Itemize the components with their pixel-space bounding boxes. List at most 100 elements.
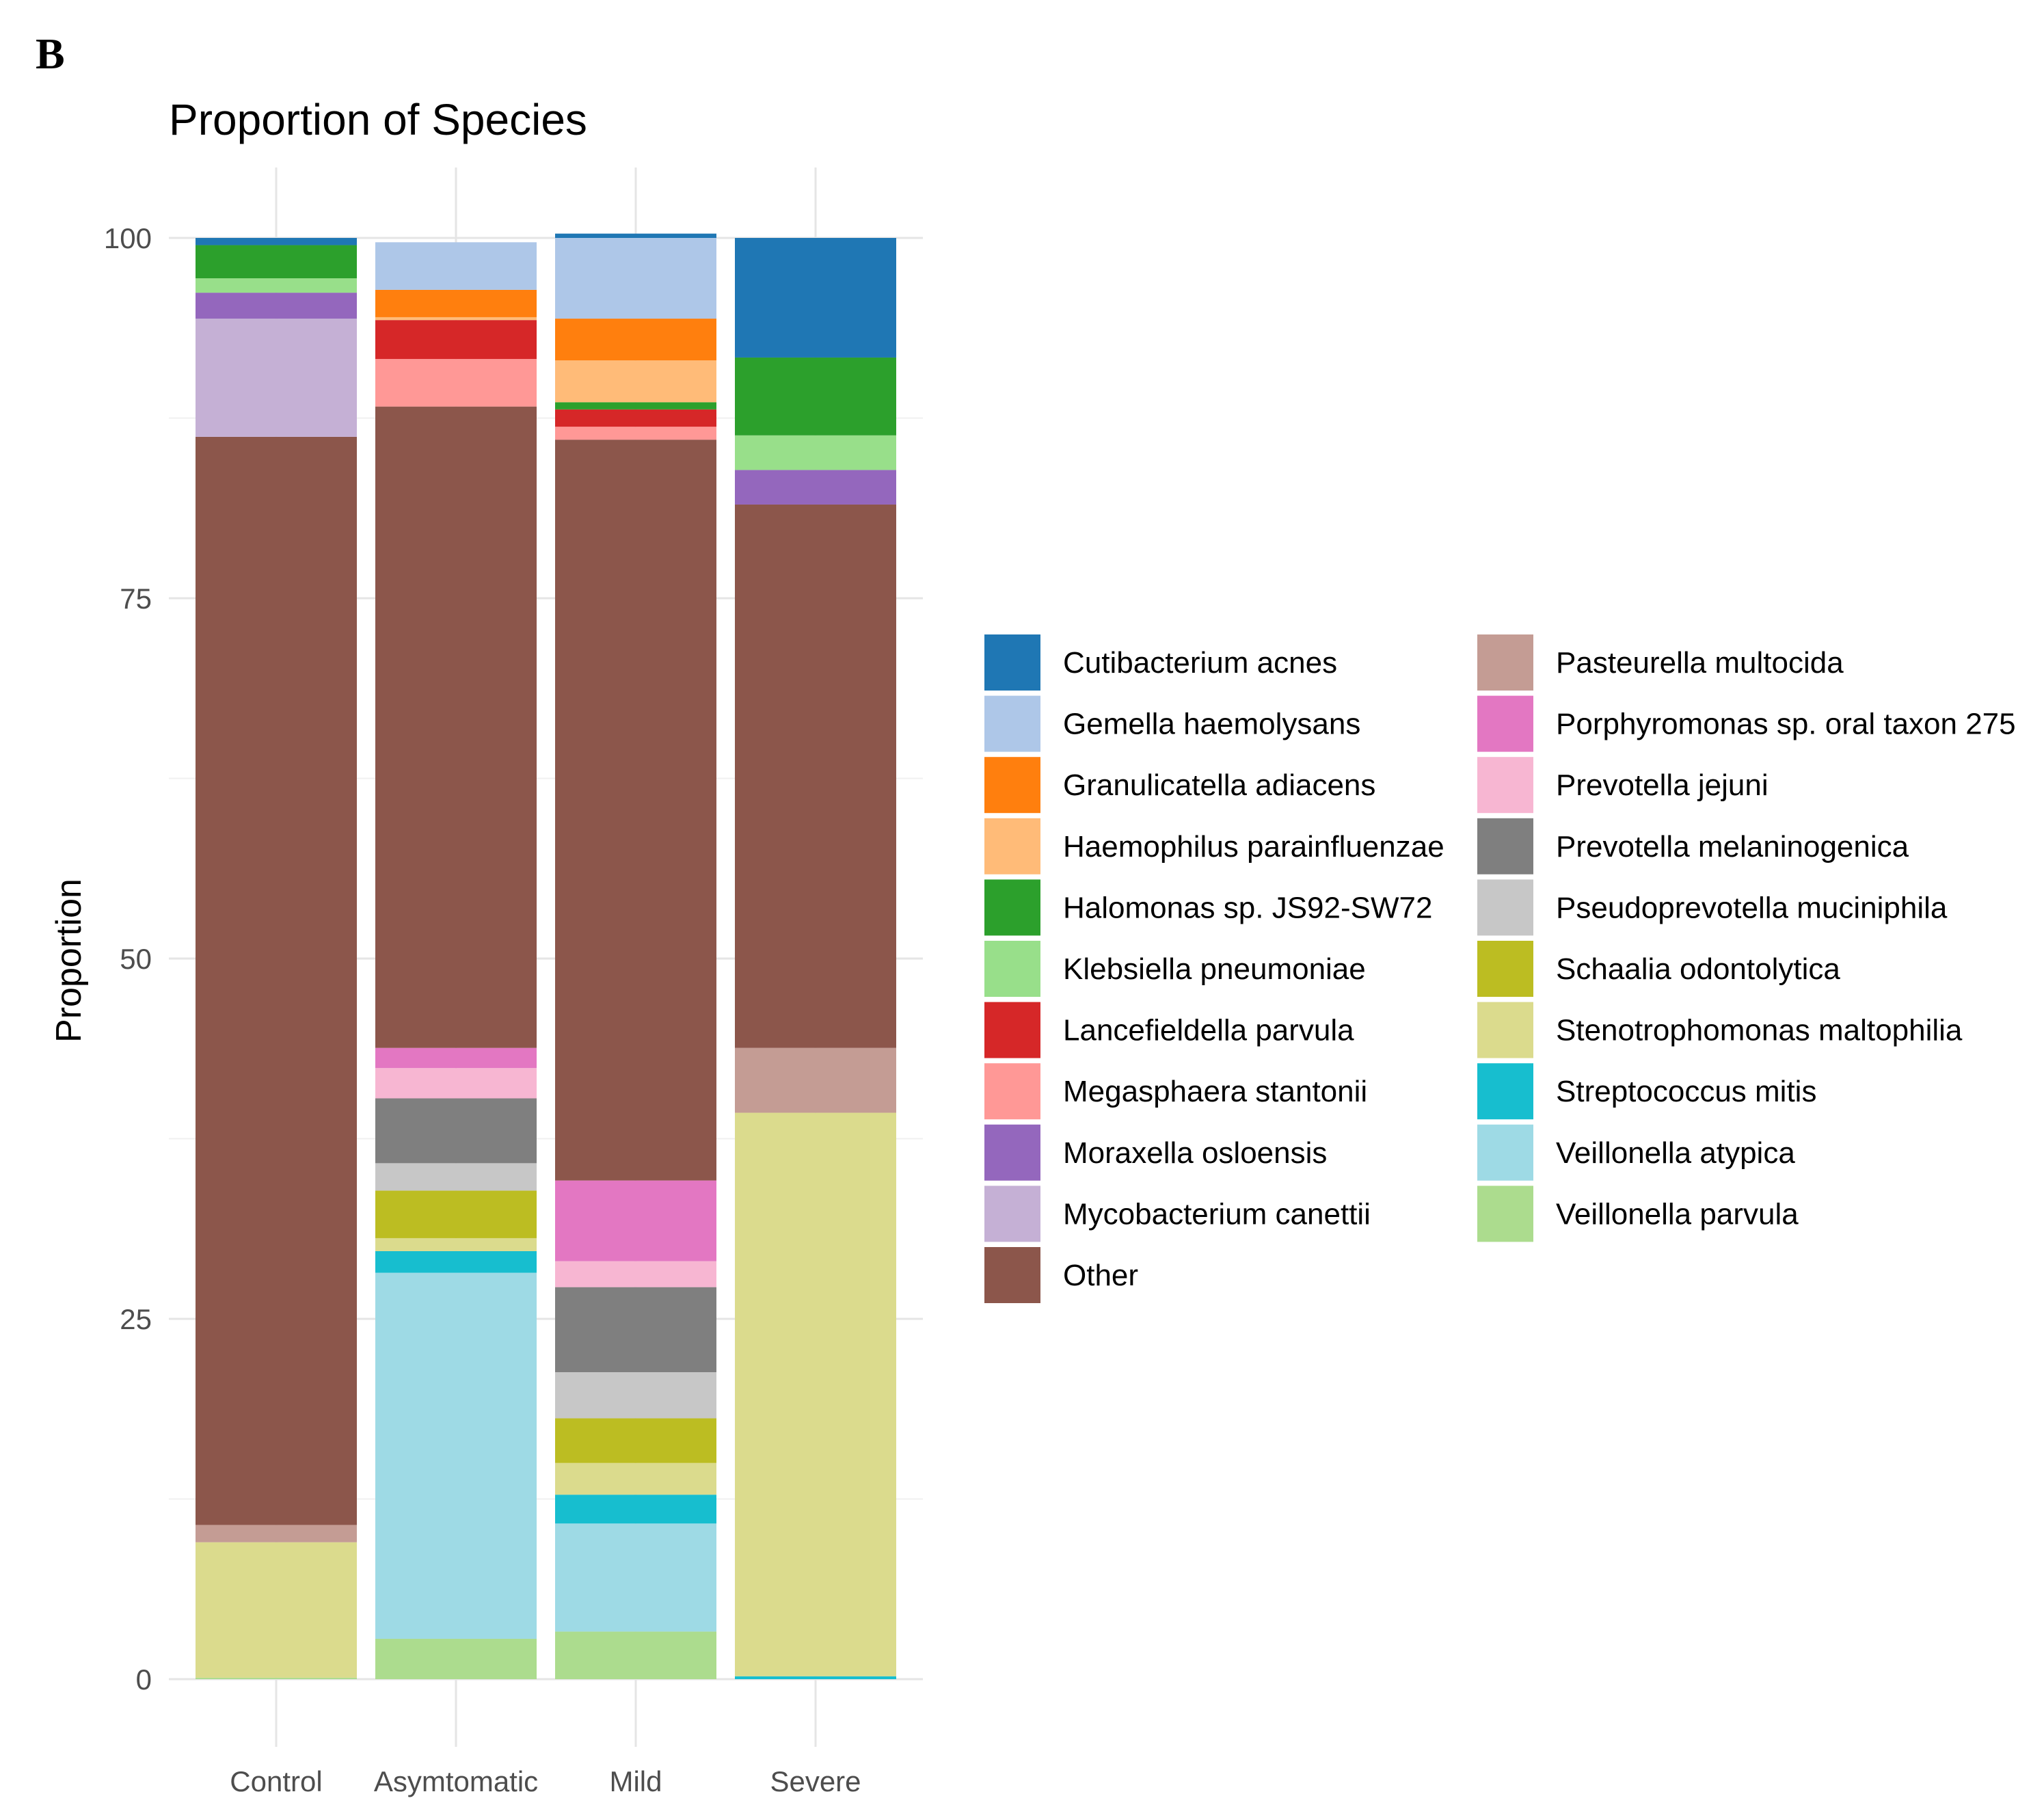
legend-key-gemella-haemolysans — [984, 695, 1040, 752]
bar-segment-mild-porphyromonas-sp-oral-taxon-275 — [555, 1180, 716, 1261]
bar-segment-control-stenotrophomonas-maltophilia — [196, 1542, 357, 1678]
legend-key-porphyromonas-sp-oral-taxon-275 — [1477, 695, 1533, 752]
bar-segment-mild-veillonella-atypica — [555, 1523, 716, 1632]
bar-segment-severe-stenotrophomonas-maltophilia — [735, 1112, 896, 1676]
bar-segment-severe-cutibacterium-acnes — [735, 238, 896, 358]
bar-segment-mild-granulicatella-adiacens — [555, 319, 716, 361]
x-tick-label: Asymtomatic — [374, 1765, 538, 1797]
legend-label: Veillonella parvula — [1556, 1197, 1799, 1231]
legend-key-moraxella-osloensis — [984, 1124, 1040, 1181]
bar-segment-control-veillonella-parvula — [196, 1677, 357, 1679]
legend-key-streptococcus-mitis — [1477, 1063, 1533, 1120]
legend-label: Prevotella jejuni — [1556, 768, 1769, 802]
legend: Cutibacterium acnes Gemella haemolysans Gr… — [984, 634, 2016, 1303]
x-tick-label: Mild — [609, 1765, 662, 1797]
y-tick-label: 0 — [136, 1663, 152, 1696]
legend-key-mycobacterium-canettii — [984, 1186, 1040, 1242]
legend-label: Haemophilus parainfluenzae — [1063, 830, 1444, 864]
bars — [196, 233, 896, 1679]
legend-key-pasteurella-multocida — [1477, 634, 1533, 691]
bar-segment-asymtomatic-stenotrophomonas-maltophilia — [375, 1237, 537, 1251]
bar-segment-asymtomatic-prevotella-jejuni — [375, 1068, 537, 1099]
bar-segment-mild-lancefieldella-parvula — [555, 409, 716, 427]
legend-label: Mycobacterium canettii — [1063, 1197, 1371, 1231]
bar-segment-severe-other — [735, 504, 896, 1048]
bar-segment-severe-klebsiella-pneumoniae — [735, 435, 896, 470]
legend-key-halomonas-sp-js92-sw72 — [984, 879, 1040, 936]
bar-segment-mild-schaalia-odontolytica — [555, 1418, 716, 1463]
legend-label: Streptococcus mitis — [1556, 1075, 1816, 1108]
legend-label: Granulicatella adiacens — [1063, 768, 1375, 802]
bar-segment-severe-pasteurella-multocida — [735, 1047, 896, 1113]
y-axis-label: Proportion — [49, 879, 89, 1043]
bar-segment-mild-streptococcus-mitis — [555, 1495, 716, 1524]
bar-segment-asymtomatic-megasphaera-stantonii — [375, 359, 537, 407]
bar-segment-asymtomatic-schaalia-odontolytica — [375, 1190, 537, 1238]
legend-label: Veillonella atypica — [1556, 1136, 1795, 1170]
legend-key-prevotella-jejuni — [1477, 757, 1533, 814]
legend-key-pseudoprevotella-muciniphila — [1477, 879, 1533, 936]
legend-label: Stenotrophomonas maltophilia — [1556, 1014, 1963, 1047]
legend-key-granulicatella-adiacens — [984, 757, 1040, 814]
bar-segment-mild-haemophilus-parainfluenzae — [555, 360, 716, 403]
bar-segment-mild-halomonas-sp-js92-sw72 — [555, 402, 716, 410]
legend-label: Klebsiella pneumoniae — [1063, 952, 1366, 986]
bar-segment-mild-cutibacterium-acnes — [555, 233, 716, 238]
y-tick-label: 100 — [104, 222, 152, 254]
bar-segment-asymtomatic-prevotella-melaninogenica — [375, 1098, 537, 1164]
bar-segment-control-cutibacterium-acnes — [196, 238, 357, 245]
x-axis-ticks: Control Asymtomatic Mild Severe — [230, 1765, 861, 1797]
legend-key-schaalia-odontolytica — [1477, 941, 1533, 997]
legend-key-megasphaera-stantonii — [984, 1063, 1040, 1120]
bar-segment-control-other — [196, 436, 357, 1525]
legend-label: Prevotella melaninogenica — [1556, 830, 1909, 864]
bar-segment-asymtomatic-lancefieldella-parvula — [375, 320, 537, 360]
bar-segment-control-mycobacterium-canettii — [196, 319, 357, 437]
legend-key-stenotrophomonas-maltophilia — [1477, 1002, 1533, 1058]
legend-label: Other — [1063, 1259, 1138, 1292]
legend-label: Megasphaera stantonii — [1063, 1075, 1367, 1108]
y-tick-label: 50 — [120, 943, 152, 975]
bar-segment-asymtomatic-veillonella-atypica — [375, 1272, 537, 1639]
legend-label: Moraxella osloensis — [1063, 1136, 1327, 1170]
bar-segment-control-klebsiella-pneumoniae — [196, 278, 357, 293]
legend-key-lancefieldella-parvula — [984, 1002, 1040, 1058]
legend-key-prevotella-melaninogenica — [1477, 818, 1533, 874]
x-tick-label: Control — [230, 1765, 322, 1797]
legend-key-veillonella-parvula — [1477, 1186, 1533, 1242]
legend-label: Lancefieldella parvula — [1063, 1014, 1354, 1047]
y-axis-ticks: 0 25 50 75 100 — [104, 222, 152, 1696]
legend-key-other — [984, 1247, 1040, 1303]
panel-label: B — [36, 29, 65, 78]
chart-title: Proportion of Species — [169, 95, 587, 144]
bar-segment-asymtomatic-gemella-haemolysans — [375, 242, 537, 290]
bar-segment-asymtomatic-other — [375, 406, 537, 1048]
bar-segment-control-halomonas-sp-js92-sw72 — [196, 245, 357, 279]
bar-segment-mild-pseudoprevotella-muciniphila — [555, 1371, 716, 1419]
bar-segment-asymtomatic-veillonella-parvula — [375, 1638, 537, 1679]
legend-key-veillonella-atypica — [1477, 1124, 1533, 1181]
bar-segment-asymtomatic-streptococcus-mitis — [375, 1250, 537, 1273]
x-tick-label: Severe — [770, 1765, 861, 1797]
bar-segment-mild-gemella-haemolysans — [555, 238, 716, 319]
bar-segment-asymtomatic-granulicatella-adiacens — [375, 289, 537, 317]
bar-segment-severe-streptococcus-mitis — [735, 1676, 896, 1679]
bar-segment-asymtomatic-porphyromonas-sp-oral-taxon-275 — [375, 1047, 537, 1069]
bar-segment-severe-moraxella-osloensis — [735, 470, 896, 505]
bar-segment-control-pasteurella-multocida — [196, 1525, 357, 1542]
bar-segment-severe-halomonas-sp-js92-sw72 — [735, 357, 896, 436]
y-tick-label: 75 — [120, 583, 152, 615]
legend-label: Cutibacterium acnes — [1063, 646, 1337, 680]
bar-segment-mild-stenotrophomonas-maltophilia — [555, 1462, 716, 1495]
legend-key-haemophilus-parainfluenzae — [984, 818, 1040, 874]
bar-segment-mild-megasphaera-stantonii — [555, 427, 716, 440]
bar-segment-control-moraxella-osloensis — [196, 293, 357, 319]
legend-label: Schaalia odontolytica — [1556, 952, 1840, 986]
bar-segment-mild-prevotella-jejuni — [555, 1261, 716, 1287]
legend-key-cutibacterium-acnes — [984, 634, 1040, 691]
legend-label: Porphyromonas sp. oral taxon 275 — [1556, 708, 2016, 741]
legend-label: Gemella haemolysans — [1063, 708, 1360, 741]
legend-label: Pasteurella multocida — [1556, 646, 1844, 680]
legend-label: Halomonas sp. JS92-SW72 — [1063, 891, 1432, 924]
bar-segment-mild-other — [555, 440, 716, 1181]
